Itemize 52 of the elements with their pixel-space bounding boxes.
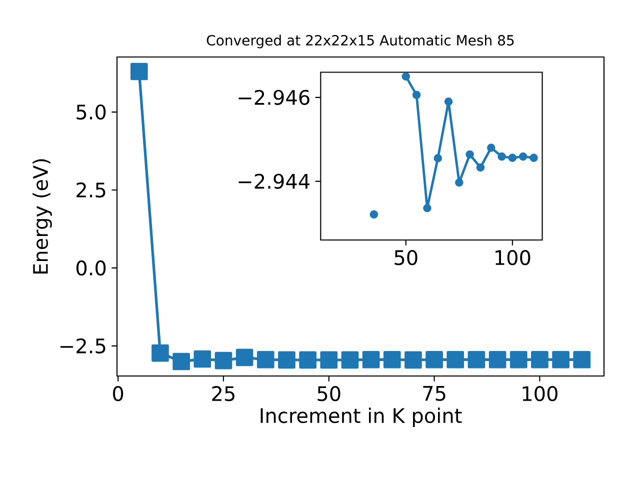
point	[530, 154, 538, 162]
point	[466, 150, 474, 159]
point	[518, 152, 528, 161]
point	[404, 351, 422, 369]
point	[412, 90, 421, 100]
y-tick-label: 2.5	[76, 182, 106, 198]
point	[320, 351, 338, 369]
point	[214, 352, 232, 370]
x-axis-title: Increment in K point	[260, 408, 462, 428]
point	[278, 351, 296, 369]
x-tick-label: 0	[113, 386, 124, 402]
x-tick-label: 25	[212, 386, 234, 402]
x-tick-label: 100	[522, 386, 558, 402]
y-tick-label: −2.944	[238, 174, 310, 189]
point	[362, 350, 380, 368]
point	[531, 350, 548, 368]
point	[341, 351, 359, 369]
point	[510, 350, 528, 368]
point	[508, 154, 517, 162]
point	[476, 163, 485, 172]
point	[434, 154, 442, 162]
point	[446, 350, 464, 368]
point	[573, 350, 591, 368]
point	[172, 352, 190, 370]
point	[236, 348, 254, 366]
x-tick-label: 75	[423, 386, 446, 401]
point	[498, 152, 506, 161]
point	[423, 204, 432, 212]
point	[488, 350, 506, 368]
point	[444, 97, 453, 106]
point	[383, 350, 401, 368]
y-tick-label: 0.0	[76, 260, 106, 276]
point	[370, 210, 378, 219]
point	[468, 350, 486, 368]
point	[256, 350, 274, 368]
x-tick-label: 100	[496, 250, 530, 266]
point	[299, 351, 316, 369]
y-tick-label: 5.0	[76, 104, 106, 120]
point	[455, 178, 464, 187]
point	[552, 350, 570, 368]
point	[486, 144, 496, 152]
y-tick-label: −2.5	[60, 338, 106, 354]
point	[402, 72, 410, 81]
y-axis-title: Energy (eV)	[32, 159, 52, 274]
point	[194, 350, 212, 368]
x-tick-label: 50	[394, 250, 418, 266]
chart-title: Converged at 22x22x15 Automatic Mesh 85	[206, 34, 514, 48]
y-tick-label: −2.946	[238, 90, 310, 106]
point	[426, 350, 443, 368]
x-tick-label: 50	[318, 386, 340, 402]
point	[130, 62, 148, 80]
point	[152, 344, 169, 362]
